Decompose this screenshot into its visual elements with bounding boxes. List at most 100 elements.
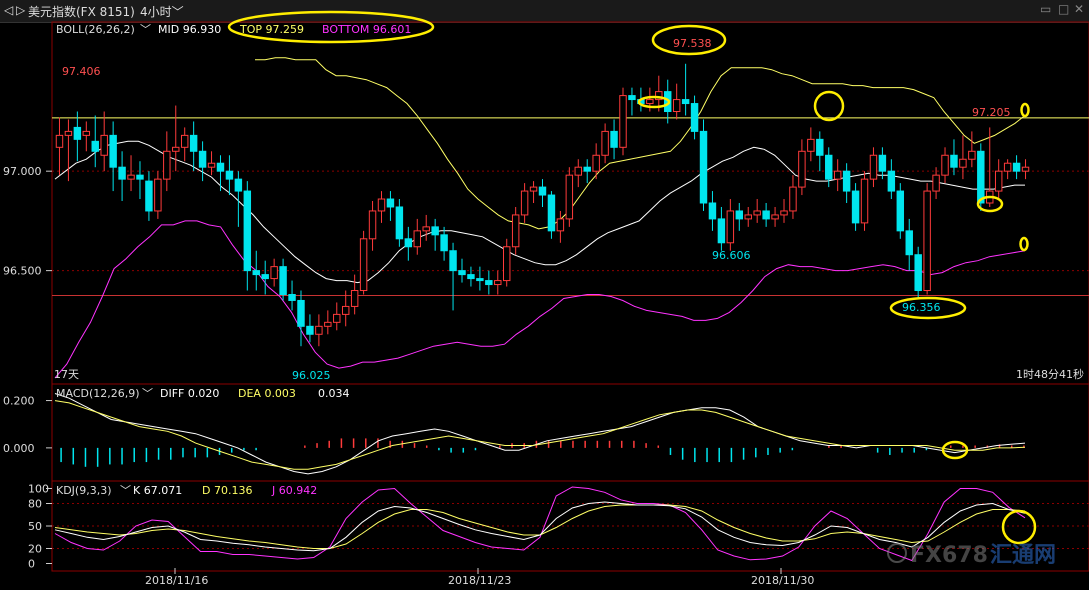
candle-body-94 <box>896 190 905 232</box>
candle-body-103 <box>977 150 985 204</box>
back-arrow-icon[interactable]: ◁ <box>4 3 14 17</box>
candle-body-71 <box>690 103 699 132</box>
candle-body-11 <box>154 178 162 212</box>
kdj-y-tick-4: 0 <box>28 558 35 571</box>
boll-top-line <box>255 57 1026 230</box>
x-tick-0: 2018/11/16 <box>145 574 208 587</box>
candle-body-102 <box>968 150 976 160</box>
symbol-label: 美元指数(FX 8151) <box>28 5 135 19</box>
candle-body-19 <box>225 170 234 180</box>
candle-body-67 <box>655 91 663 101</box>
candle-body-56 <box>556 218 565 232</box>
candle-body-42 <box>431 226 439 236</box>
candle-body-44 <box>449 250 457 272</box>
watermark-brand: FX678 <box>910 543 988 568</box>
candle-body-31 <box>333 313 341 323</box>
kdj-plot <box>54 486 1026 562</box>
chevron-down-icon: ﹀ <box>171 5 184 19</box>
kdj-j-line <box>54 486 1026 562</box>
candle-body-3 <box>82 130 91 136</box>
candle-body-12 <box>163 150 171 180</box>
macd-diff-line <box>54 393 1026 475</box>
watermark: FX678 汇通网 <box>887 543 1056 568</box>
candle-body-70 <box>681 99 690 105</box>
candle-body-40 <box>413 230 421 248</box>
candle-body-20 <box>234 178 243 192</box>
candle-body-64 <box>628 95 636 101</box>
minimize-icon[interactable]: ▭ <box>1040 2 1052 16</box>
panel-frames <box>51 21 1089 572</box>
annotation-right-top <box>813 90 845 122</box>
macd-diff-legend: DIFF 0.020 <box>160 387 219 400</box>
candle-body-23 <box>261 274 269 280</box>
candle-body-6 <box>109 134 117 168</box>
kdj-y-tick-2: 50 <box>28 520 42 533</box>
boll-top-legend: TOP 97.259 <box>239 23 304 36</box>
candle-body-107 <box>1012 162 1021 172</box>
candle-body-8 <box>127 174 135 180</box>
candle-body-39 <box>404 238 413 248</box>
candle-body-24 <box>270 266 278 280</box>
macd-y-tick-1: 0.000 <box>3 442 35 455</box>
forward-arrow-icon[interactable]: ▷ <box>16 3 26 17</box>
candle-body-48 <box>485 280 493 286</box>
candle-body-59 <box>583 166 591 172</box>
candle-body-84 <box>807 138 815 152</box>
candle-body-88 <box>842 170 851 192</box>
candle-body-73 <box>708 202 717 220</box>
x-tick-2: 2018/11/30 <box>751 574 814 587</box>
candle-body-16 <box>198 150 207 168</box>
candle-body-82 <box>789 186 797 212</box>
candle-body-28 <box>306 325 314 335</box>
candle-body-14 <box>180 134 189 148</box>
label-days: 17天 <box>54 368 79 381</box>
candle-body-43 <box>440 234 448 252</box>
candle-body-1 <box>64 130 73 136</box>
candle-body-98 <box>932 174 940 192</box>
boll-bottom-legend: BOTTOM 96.601 <box>322 23 411 36</box>
candle-body-75 <box>726 210 735 244</box>
close-icon[interactable]: ✕ <box>1074 2 1085 16</box>
x-tick-1: 2018/11/23 <box>448 574 511 587</box>
annotation-top-bottom-legend <box>227 10 435 44</box>
candle-body-22 <box>252 270 260 276</box>
boll-indicator-label: BOLL(26,26,2) <box>56 23 135 36</box>
candle-body-79 <box>762 210 770 220</box>
candle-body-13 <box>172 146 180 152</box>
candle-body-46 <box>467 274 475 280</box>
boll-mid-legend: MID 96.930 <box>158 23 221 36</box>
boll-mid-line <box>54 140 1025 284</box>
candle-body-54 <box>538 186 547 196</box>
candle-body-89 <box>851 190 860 224</box>
restore-icon[interactable]: □ <box>1058 2 1070 16</box>
candle-body-50 <box>503 246 511 282</box>
annotation-macd-cross <box>941 440 969 460</box>
candle-body-62 <box>610 130 618 148</box>
candle-body-41 <box>422 226 430 232</box>
price-labels: 97.406 97.538 96.025 96.606 96.356 97.20… <box>54 37 1084 382</box>
candle-body-10 <box>145 180 153 212</box>
annotation-right-price <box>1020 102 1030 118</box>
candle-body-58 <box>574 166 582 176</box>
label-countdown: 1时48分41秒 <box>1016 367 1084 381</box>
candle-body-93 <box>887 170 896 192</box>
candle-body-92 <box>878 154 887 172</box>
candle-body-9 <box>136 174 144 180</box>
annotation-peak-band <box>637 95 671 109</box>
candle-body-25 <box>279 266 287 295</box>
candle-body-60 <box>592 154 600 172</box>
watermark-logo-icon <box>887 543 907 563</box>
annotation-right-low <box>976 195 1004 213</box>
period-label: 4小时 <box>140 5 172 19</box>
annotation-right-bottom <box>1019 236 1029 252</box>
macd-value-legend: 0.034 <box>318 387 350 400</box>
candle-body-86 <box>825 154 833 180</box>
candle-body-72 <box>699 130 708 204</box>
candle-body-17 <box>207 162 216 168</box>
candle-body-49 <box>494 280 502 286</box>
kdj-d-line <box>54 504 1026 549</box>
label-low-left: 96.025 <box>292 369 331 382</box>
candle-body-57 <box>565 174 574 220</box>
period-selector[interactable]: 4小时﹀ <box>140 3 184 20</box>
